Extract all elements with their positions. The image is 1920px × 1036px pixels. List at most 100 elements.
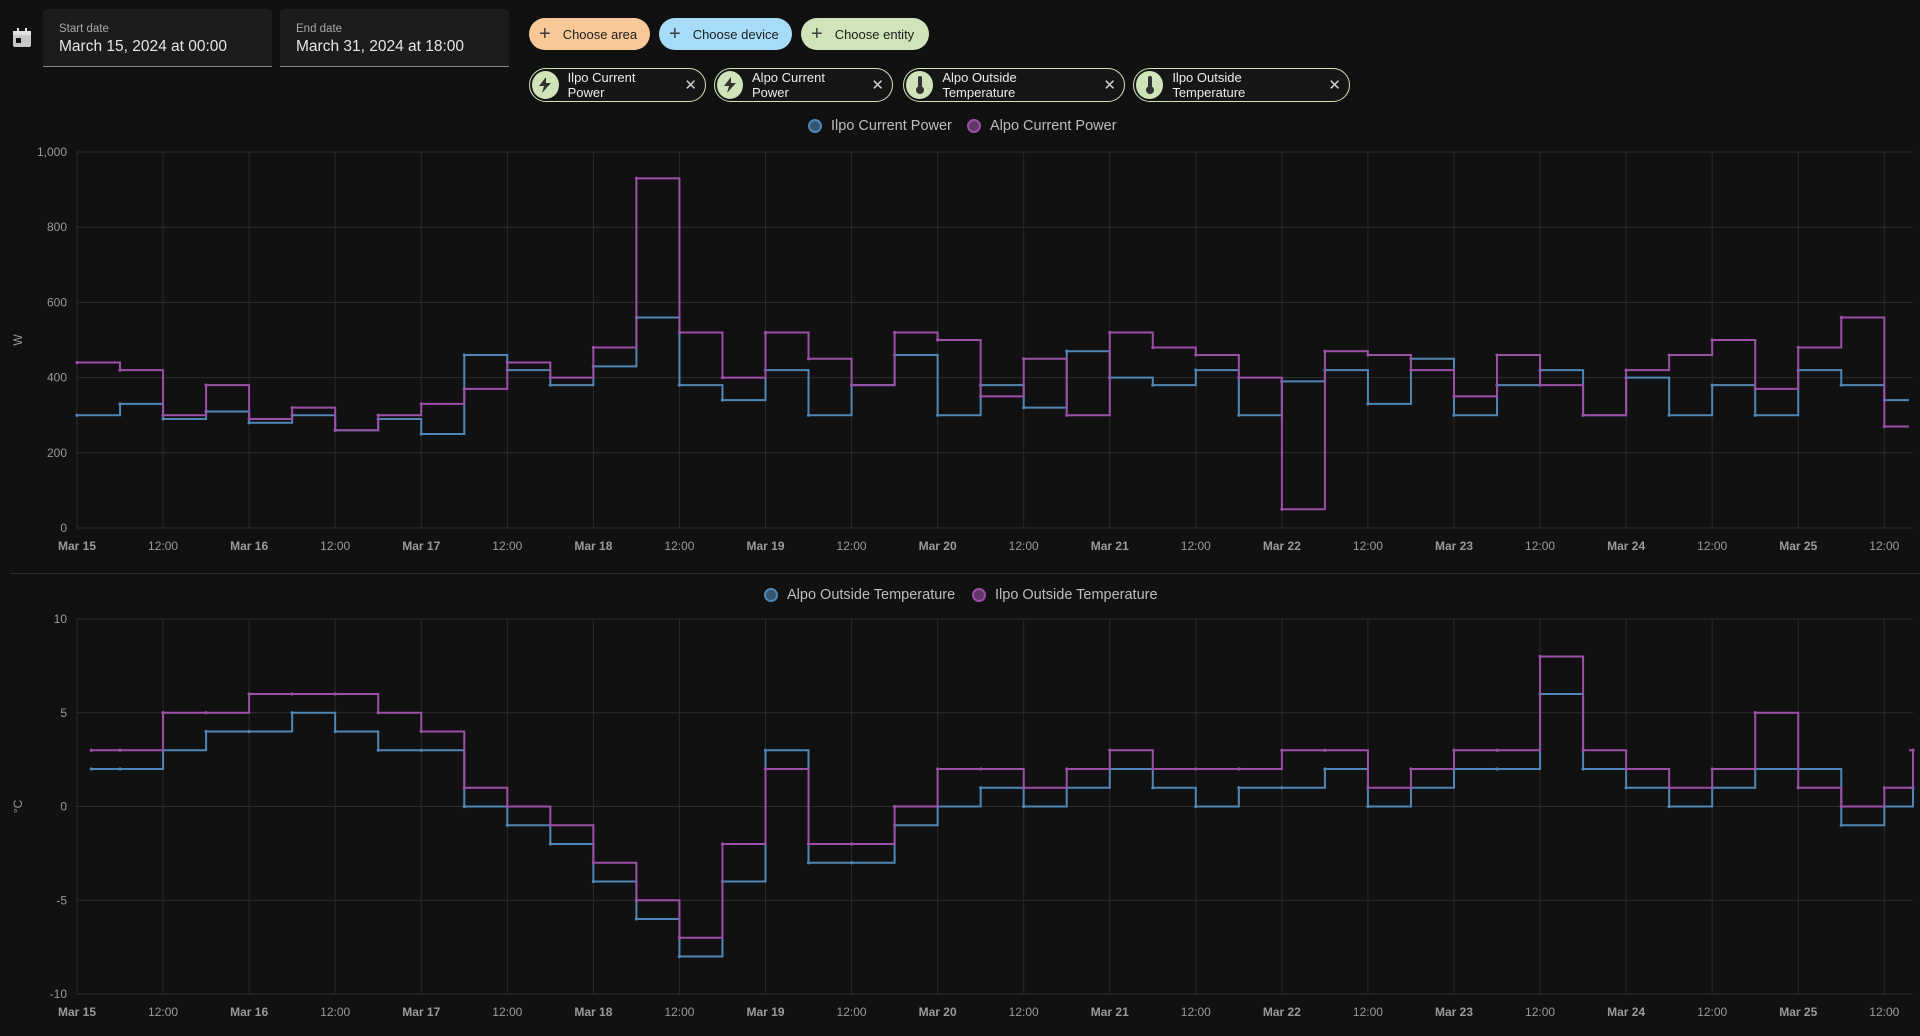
data-point [1839, 383, 1843, 387]
close-icon[interactable]: ✕ [1328, 77, 1341, 94]
data-point [1581, 413, 1585, 417]
data-point [1710, 383, 1714, 387]
choose-entity-button[interactable]: + Choose entity [801, 18, 929, 50]
data-point [1366, 402, 1370, 406]
data-point [505, 360, 509, 365]
data-point [419, 402, 423, 406]
data-point [290, 406, 294, 410]
x-tick-label: Mar 22 [1263, 1005, 1301, 1019]
data-point [548, 383, 552, 387]
x-tick-label: Mar 19 [746, 1005, 784, 1019]
data-point [720, 376, 725, 380]
data-point [591, 861, 595, 865]
data-point [1452, 413, 1456, 417]
data-point [1108, 330, 1112, 335]
data-point [936, 767, 940, 771]
data-point [376, 413, 380, 417]
y-tick-label: 5 [60, 706, 67, 720]
x-tick-label: Mar 18 [574, 1005, 612, 1019]
data-point [806, 357, 811, 361]
data-point [333, 428, 337, 432]
data-point [1581, 748, 1585, 752]
data-point [979, 394, 983, 398]
close-icon[interactable]: ✕ [1103, 77, 1116, 94]
data-point [548, 376, 552, 380]
data-point [1409, 368, 1413, 372]
data-point [1624, 767, 1628, 771]
data-point [936, 338, 940, 342]
data-point [1753, 387, 1757, 391]
x-tick-label: 12:00 [1181, 1005, 1211, 1019]
x-tick-label: 12:00 [664, 539, 694, 553]
data-point [1151, 345, 1155, 350]
data-point [1796, 786, 1800, 790]
legend-swatch [764, 588, 778, 602]
data-point [1710, 338, 1714, 342]
data-point [419, 748, 423, 752]
x-tick-label: Mar 19 [746, 539, 784, 553]
data-point [462, 786, 466, 790]
data-point [634, 917, 639, 921]
close-icon[interactable]: ✕ [684, 77, 697, 94]
legend-label: Ilpo Current Power [831, 118, 952, 134]
entity-chip[interactable]: Ilpo Current Power ✕ [529, 68, 706, 102]
choose-device-button[interactable]: + Choose device [659, 18, 792, 50]
entity-chip[interactable]: Alpo Current Power ✕ [714, 68, 893, 102]
power-chart[interactable]: 0 200 400 600 800 1,000 Mar 15 12:00 Mar 16 12:00… [0, 140, 1920, 560]
data-point [1022, 804, 1026, 809]
calendar-icon[interactable] [10, 26, 34, 50]
data-point [161, 711, 165, 715]
data-point [1237, 786, 1241, 790]
entity-chip[interactable]: Ilpo Outside Temperature ✕ [1133, 68, 1350, 102]
choose-area-label: Choose area [562, 26, 638, 42]
legend-item[interactable]: Ilpo Outside Temperature [972, 587, 1158, 603]
y-tick-label: -10 [50, 987, 68, 1001]
choose-area-button[interactable]: + Choose area [529, 18, 650, 50]
choose-entity-label: Choose entity [834, 26, 915, 42]
x-tick-label: Mar 24 [1607, 539, 1645, 553]
data-point [333, 729, 337, 734]
close-icon[interactable]: ✕ [871, 77, 884, 94]
data-point [892, 330, 897, 335]
x-tick-label: 12:00 [664, 1005, 694, 1019]
x-tick-label: Mar 20 [919, 539, 957, 553]
data-point [1839, 804, 1843, 809]
x-tick-label: 12:00 [1181, 539, 1211, 553]
entity-chip[interactable]: Alpo Outside Temperature ✕ [903, 68, 1125, 102]
data-point [1237, 376, 1241, 380]
data-point [1796, 345, 1800, 350]
data-point [677, 330, 682, 335]
data-point [1237, 767, 1241, 771]
thermometer-icon [906, 71, 934, 99]
y-tick-label: 10 [54, 612, 68, 626]
data-point [1022, 786, 1026, 790]
temperature-chart[interactable]: -10 -5 0 5 10 Mar 15 12:00 Mar 16 12:00 Mar 17 12:… [0, 606, 1920, 1036]
data-point [979, 767, 983, 771]
entity-chip-label: Ilpo Current Power [567, 70, 636, 100]
data-point [1194, 767, 1198, 771]
y-axis-label: °C [11, 799, 25, 813]
data-point [1667, 353, 1671, 357]
data-point [161, 417, 165, 421]
start-date-field[interactable]: Start date March 15, 2024 at 00:00 [43, 9, 272, 67]
data-point [118, 748, 122, 752]
legend-swatch [967, 119, 981, 133]
x-tick-label: Mar 24 [1607, 1005, 1645, 1019]
data-point [806, 861, 811, 865]
data-point [75, 413, 79, 417]
end-date-field[interactable]: End date March 31, 2024 at 18:00 [280, 9, 509, 67]
legend-item[interactable]: Alpo Outside Temperature [764, 587, 955, 603]
y-tick-label: 0 [60, 800, 67, 814]
data-point [1882, 786, 1886, 790]
data-point [419, 432, 423, 436]
legend-item[interactable]: Ilpo Current Power [808, 118, 952, 134]
data-point [290, 692, 294, 696]
data-point [1753, 413, 1757, 417]
data-point [333, 692, 337, 696]
start-date-label: Start date [59, 23, 109, 35]
x-tick-label: Mar 22 [1263, 539, 1301, 553]
data-point [634, 176, 639, 180]
y-tick-label: 400 [47, 371, 67, 385]
legend-item[interactable]: Alpo Current Power [967, 118, 1117, 134]
x-tick-label: 12:00 [492, 539, 522, 553]
